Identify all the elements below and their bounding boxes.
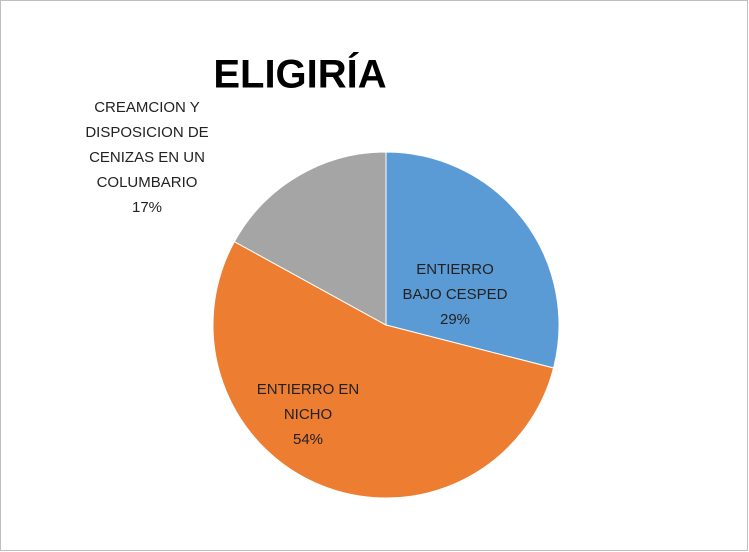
- pie-slice: [233, 151, 387, 326]
- data-label: ENTIERRO BAJO CESPED 29%: [395, 257, 515, 332]
- label-value: 29%: [439, 311, 471, 328]
- label-name: ENTIERRO BAJO CESPED: [402, 261, 508, 303]
- label-name: ENTIERRO EN NICHO: [256, 381, 360, 423]
- data-label: CREAMCION Y DISPOSICION DE CENIZAS EN UN…: [72, 95, 222, 220]
- pie-slice: [385, 151, 560, 369]
- data-label: ENTIERRO EN NICHO 54%: [233, 377, 383, 452]
- label-value: 17%: [131, 199, 163, 216]
- chart-title: ELIGIRÍA: [213, 52, 386, 97]
- pie-slice: [212, 240, 555, 499]
- label-name: CREAMCION Y DISPOSICION DE CENIZAS EN UN…: [85, 99, 209, 191]
- label-value: 54%: [292, 431, 324, 448]
